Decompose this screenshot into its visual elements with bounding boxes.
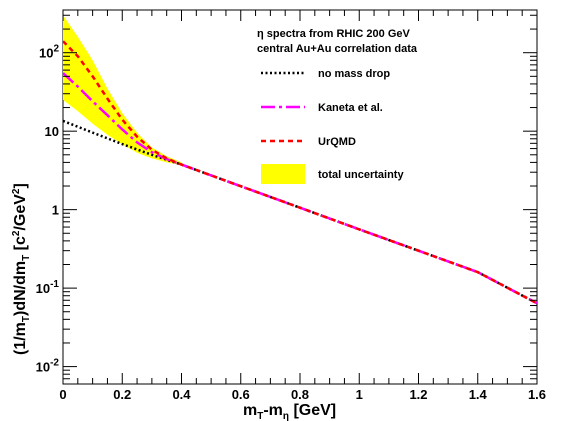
x-tick-label: 1.4 xyxy=(469,387,488,402)
legend-label-kaneta: Kaneta et al. xyxy=(318,102,383,114)
x-tick-label: 0.8 xyxy=(291,387,309,402)
legend-swatch-uncertainty xyxy=(261,164,305,184)
chart-title-line-1: η spectra from RHIC 200 GeV xyxy=(257,28,410,40)
x-tick-label: 0.6 xyxy=(232,387,250,402)
legend-label-uncertainty: total uncertainty xyxy=(318,169,404,181)
y-axis-title: (1/mT)dN/dmT [c2/GeV2] xyxy=(11,183,32,355)
y-tick-label: 10-2 xyxy=(36,358,60,375)
x-tick-label: 0.4 xyxy=(172,387,191,402)
y-tick-label: 10 xyxy=(45,124,59,139)
chart-title-line-2: central Au+Au correlation data xyxy=(257,43,418,55)
x-tick-label: 0 xyxy=(59,387,66,402)
plot-frame xyxy=(62,9,538,385)
x-tick-label: 0.2 xyxy=(113,387,131,402)
y-tick-label: 10-1 xyxy=(36,279,60,296)
x-tick-label: 1.2 xyxy=(409,387,427,402)
series-line-urqmd xyxy=(63,40,537,305)
x-axis-title: mT-mη [GeV] xyxy=(243,402,336,421)
y-tick-label: 102 xyxy=(39,44,59,61)
x-tick-label: 1 xyxy=(356,387,363,402)
legend: no mass drop Kaneta et al. UrQMD total u… xyxy=(261,68,404,184)
legend-label-urqmd: UrQMD xyxy=(318,136,356,148)
uncertainty-band xyxy=(63,15,182,166)
x-tick-label: 1.6 xyxy=(528,387,546,402)
y-tick-label: 1 xyxy=(52,203,59,218)
legend-label-no-mass-drop: no mass drop xyxy=(318,68,390,80)
